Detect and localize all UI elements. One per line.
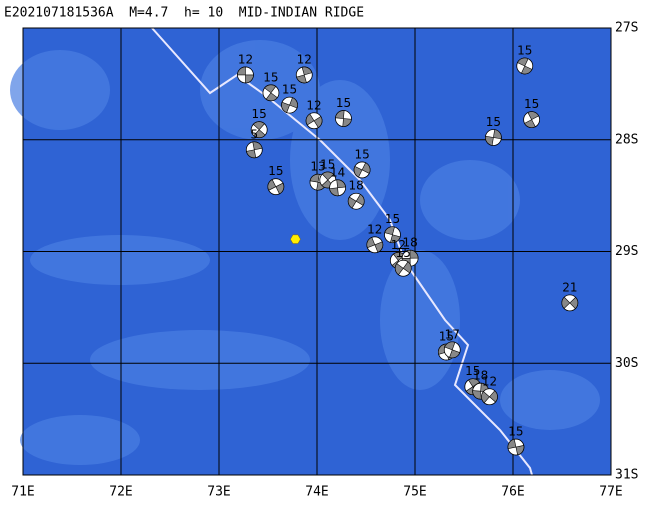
focal-mechanism <box>353 161 371 179</box>
map-title: E202107181536A M=4.7 h= 10 MID-INDIAN RI… <box>4 6 364 21</box>
depth-label: 18 <box>402 236 417 250</box>
depth-label: 15 <box>263 70 278 84</box>
epicenter <box>290 234 301 244</box>
depth-label: 15 <box>465 364 480 378</box>
x-tick-label: 76E <box>501 485 524 500</box>
focal-mechanism <box>484 129 502 146</box>
depth-label: 18 <box>473 369 488 383</box>
focal-mechanism <box>262 84 280 102</box>
y-tick-label: 28S <box>615 132 638 147</box>
y-tick-label: 27S <box>615 21 638 36</box>
beachball-quadrant <box>237 66 254 84</box>
focal-mechanism <box>250 121 268 139</box>
y-tick-label: 29S <box>615 244 638 259</box>
depth-label: 15 <box>320 157 335 171</box>
depth-label: 15 <box>486 115 501 129</box>
x-tick-label: 77E <box>599 485 622 500</box>
beachball-quadrant <box>524 111 540 128</box>
depth-label: 12 <box>238 52 253 66</box>
beachball-quadrant <box>252 121 266 138</box>
focal-mechanism <box>443 341 461 359</box>
focal-mechanism <box>507 438 525 456</box>
depth-label: 15 <box>517 43 532 57</box>
y-tick-label: 30S <box>615 356 638 371</box>
depth-label: 17 <box>445 327 460 341</box>
beachball-quadrant <box>485 129 502 146</box>
beachball-quadrant <box>394 261 412 276</box>
x-tick-label: 73E <box>207 485 230 500</box>
focal-mechanism <box>237 66 254 84</box>
depth-label: 12 <box>306 98 321 112</box>
depth-label: 15 <box>282 83 297 97</box>
beachball-quadrant <box>561 296 579 310</box>
focal-mechanism <box>245 141 263 159</box>
beachball-quadrant <box>366 236 384 253</box>
focal-mechanism <box>329 179 346 197</box>
focal-mechanism <box>366 236 384 254</box>
depth-label: 15 <box>268 164 283 178</box>
beachball-quadrant <box>281 97 298 113</box>
focal-mechanism <box>481 388 498 406</box>
beachball-quadrant <box>353 162 371 178</box>
beachball-quadrant <box>305 113 323 128</box>
depth-label: 15 <box>396 246 411 260</box>
focal-mechanism <box>561 294 579 312</box>
focal-mechanism <box>267 178 285 196</box>
focal-mechanism <box>335 110 352 127</box>
depth-label: 21 <box>562 280 577 294</box>
depth-label: 12 <box>297 52 312 66</box>
beachball-quadrant <box>481 390 498 404</box>
depth-label: 15 <box>336 96 351 110</box>
focal-mechanism <box>305 112 323 130</box>
focal-mechanism <box>516 57 534 75</box>
depth-label: 15 <box>252 107 267 121</box>
beachball-quadrant <box>267 179 285 195</box>
beachball-quadrant <box>329 179 346 197</box>
beachball-quadrant <box>384 226 401 244</box>
depth-label: 5 <box>250 127 258 141</box>
beachball-quadrant <box>507 438 525 456</box>
focal-mechanism <box>394 259 412 277</box>
beachball-quadrant <box>444 341 461 359</box>
depth-label: 15 <box>508 425 523 439</box>
depth-label: 15 <box>385 212 400 226</box>
x-tick-label: 72E <box>109 485 132 500</box>
beachball-quadrant <box>264 84 278 102</box>
focal-mechanism <box>347 192 365 210</box>
beachball-quadrant <box>335 110 352 127</box>
depth-label: 12 <box>482 374 497 388</box>
y-tick-label: 31S <box>615 468 638 483</box>
depth-label: 18 <box>349 179 364 193</box>
x-tick-label: 71E <box>11 485 34 500</box>
depth-label: 12 <box>391 238 406 252</box>
focal-mechanism <box>523 111 541 129</box>
depth-label: 15 <box>524 97 539 111</box>
depth-label: 12 <box>367 222 382 236</box>
depth-label: 15 <box>439 330 454 344</box>
x-tick-label: 75E <box>403 485 426 500</box>
x-tick-label: 74E <box>305 485 328 500</box>
depth-label: 15 <box>354 147 369 161</box>
beachball-quadrant <box>517 57 533 75</box>
depth-label: 14 <box>330 165 345 179</box>
depth-label: 13 <box>310 160 325 174</box>
focal-mechanism <box>464 378 482 396</box>
focal-mechanism <box>384 226 401 244</box>
focal-mechanism <box>281 96 298 114</box>
beachball-quadrant <box>347 193 365 209</box>
beachball-quadrant <box>246 141 263 159</box>
beachball-quadrant <box>296 66 313 84</box>
focal-mechanism <box>295 66 313 84</box>
map-frame <box>22 27 612 476</box>
